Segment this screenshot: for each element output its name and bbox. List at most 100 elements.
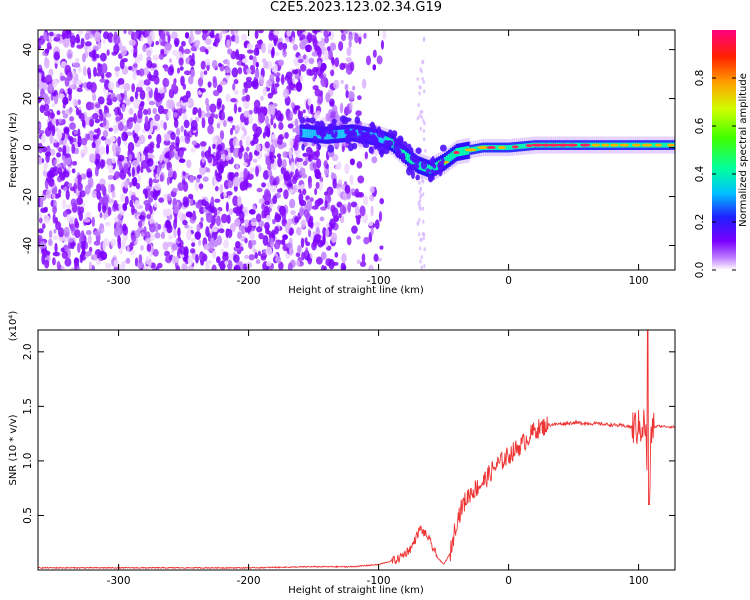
ridge-peak [531, 143, 544, 147]
spectrogram-cell [317, 60, 322, 68]
spectrogram-cell [305, 247, 309, 257]
spectrogram-cell [288, 188, 294, 195]
spectrogram-cell [241, 127, 246, 132]
spectrogram-cell [109, 183, 115, 193]
spectrogram-cell [321, 251, 327, 261]
ridge-peak [557, 143, 570, 147]
spectrogram-cell [166, 176, 170, 186]
colorbar-ticks: 0.0 0.2 0.4 0.6 0.8 [694, 70, 736, 278]
spectrogram-cell [138, 220, 143, 228]
spectrogram-cell [336, 161, 342, 171]
spectrogram-cell [338, 41, 344, 51]
spectrogram-cell [53, 166, 58, 172]
spectrogram-cell [39, 197, 44, 208]
spectrogram-cell [157, 223, 162, 230]
spectrogram-cell [341, 183, 346, 191]
spectrogram-cell [92, 49, 97, 61]
spectrogram-cell [106, 164, 114, 170]
spectrogram-cell [163, 139, 171, 146]
spectrogram-cell [303, 208, 310, 218]
spectrogram-cell [134, 199, 140, 208]
spectrogram-cell [99, 113, 104, 122]
spectrogram-cell [354, 205, 360, 217]
spectrogram-cell [171, 243, 179, 251]
spectrogram-cell [132, 31, 138, 39]
spectrogram-cell [239, 139, 243, 148]
spectrogram-cell [48, 83, 53, 92]
ridge-core [652, 142, 656, 148]
spectrogram-cell [70, 198, 77, 207]
spectrogram-cell [127, 30, 133, 36]
spectrogram-cell [203, 243, 210, 251]
spectrogram-cell [296, 226, 302, 236]
spectrogram-cell [133, 45, 138, 56]
spectrogram-cell [88, 246, 93, 253]
spectrogram-cell [84, 32, 90, 41]
spectrogram-cell [129, 199, 134, 208]
spectrogram-cell [192, 110, 197, 116]
spectrogram-cell [314, 188, 318, 196]
spectrogram-cell [289, 111, 294, 119]
ridge-blob [438, 167, 443, 177]
spectrogram-cell [350, 201, 358, 208]
spectrogram-cell [324, 240, 329, 248]
spectrogram-cell [113, 124, 118, 132]
spectrogram-cell [221, 104, 225, 111]
spectrogram-cell [87, 234, 92, 245]
spectrogram-cell [69, 116, 75, 122]
ridge-blob [299, 128, 303, 138]
spectrogram-cell [131, 234, 137, 243]
spectrogram-cell [345, 89, 349, 99]
spectrogram-cell [133, 112, 137, 124]
spectrogram-cell [120, 192, 126, 203]
ridge-core [303, 128, 307, 138]
spectrogram-cell [325, 227, 330, 239]
spectrogram-cell [48, 238, 53, 247]
spectrogram-x-ticks: -300 -200 -100 0 100 [107, 30, 649, 287]
spectrogram-cell [190, 147, 196, 153]
spectrogram-cell [258, 198, 265, 205]
spectrogram-cell [196, 223, 201, 232]
spectrogram-cell [52, 78, 58, 88]
spectrogram-cell [349, 174, 354, 185]
snr-x-ticks: -300 -200 -100 0 100 [107, 330, 649, 587]
spectrogram-cell [362, 195, 369, 206]
spectrogram-cell [354, 32, 359, 44]
spectrogram-cell [232, 138, 237, 147]
spectrogram-cell [114, 226, 122, 238]
spectrogram-cell [83, 218, 91, 223]
ridge-blob [420, 160, 428, 170]
spectrogram-cell [68, 106, 73, 113]
spectrogram-cell [182, 181, 189, 192]
spectrogram-cell [38, 122, 42, 130]
spectrogram-cell [302, 152, 309, 158]
spectrogram-cell [258, 232, 264, 240]
spectrogram-cell [265, 260, 272, 267]
spectrogram-cell [199, 165, 207, 176]
spectrogram-cell [171, 255, 176, 264]
spectrogram-cell [77, 128, 81, 139]
spectrogram-cell [251, 80, 255, 88]
spectrogram-cell [130, 194, 136, 201]
spectrogram-cell [197, 239, 202, 246]
spectrogram-cell [227, 180, 233, 189]
spectrogram-cell [48, 230, 53, 239]
spectrogram-cell [70, 223, 76, 232]
spectrogram-cell [99, 78, 106, 83]
spectrogram-cell [309, 215, 314, 223]
spectrogram-cell [121, 103, 126, 112]
spectrogram-cell [76, 44, 84, 49]
spectrogram-cell [53, 169, 59, 176]
spectrogram-cell [88, 261, 93, 270]
spectrogram-cell [318, 40, 325, 48]
spectrogram-cell [252, 158, 258, 163]
spectrogram-cell [183, 248, 189, 258]
spectrogram-cell [329, 114, 336, 119]
spectrogram-cell [239, 181, 247, 191]
spectrogram-cell [89, 153, 96, 163]
spectrogram-cell [145, 203, 149, 212]
ridge-blob [301, 143, 305, 151]
spectrogram-cell [262, 170, 270, 180]
spectrogram-cell [348, 34, 354, 41]
ridge-peak [525, 144, 533, 148]
